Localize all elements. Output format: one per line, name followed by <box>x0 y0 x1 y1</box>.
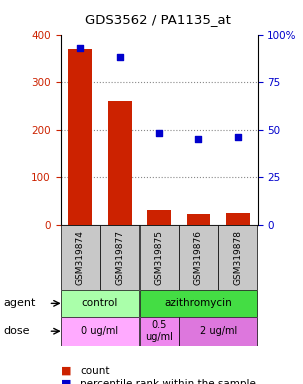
Bar <box>226 213 250 225</box>
Text: GSM319874: GSM319874 <box>76 230 85 285</box>
Text: agent: agent <box>3 298 35 308</box>
Text: count: count <box>80 366 110 376</box>
Text: 2 ug/ml: 2 ug/ml <box>200 326 237 336</box>
Text: GSM319877: GSM319877 <box>115 230 124 285</box>
Bar <box>187 214 210 225</box>
FancyBboxPatch shape <box>140 225 178 290</box>
Point <box>196 136 201 142</box>
Text: GSM319876: GSM319876 <box>194 230 203 285</box>
Text: 0 ug/ml: 0 ug/ml <box>82 326 118 336</box>
Text: dose: dose <box>3 326 29 336</box>
Text: GSM319878: GSM319878 <box>233 230 242 285</box>
Bar <box>68 49 92 225</box>
FancyBboxPatch shape <box>100 225 139 290</box>
Point <box>235 134 240 140</box>
FancyBboxPatch shape <box>218 225 257 290</box>
Bar <box>108 101 132 225</box>
Text: GDS3562 / PA1135_at: GDS3562 / PA1135_at <box>85 13 231 26</box>
FancyBboxPatch shape <box>140 317 178 346</box>
FancyBboxPatch shape <box>140 290 257 317</box>
FancyBboxPatch shape <box>179 225 218 290</box>
Text: ■: ■ <box>61 379 75 384</box>
Bar <box>147 210 171 225</box>
Point <box>157 130 161 136</box>
Text: control: control <box>82 298 118 308</box>
Text: 0.5
ug/ml: 0.5 ug/ml <box>145 320 173 342</box>
FancyBboxPatch shape <box>61 225 100 290</box>
Text: ■: ■ <box>61 366 75 376</box>
Point <box>117 54 122 60</box>
Point <box>78 45 83 51</box>
FancyBboxPatch shape <box>61 290 139 317</box>
Text: azithromycin: azithromycin <box>165 298 232 308</box>
Text: percentile rank within the sample: percentile rank within the sample <box>80 379 256 384</box>
Text: GSM319875: GSM319875 <box>155 230 164 285</box>
FancyBboxPatch shape <box>61 317 139 346</box>
FancyBboxPatch shape <box>179 317 257 346</box>
